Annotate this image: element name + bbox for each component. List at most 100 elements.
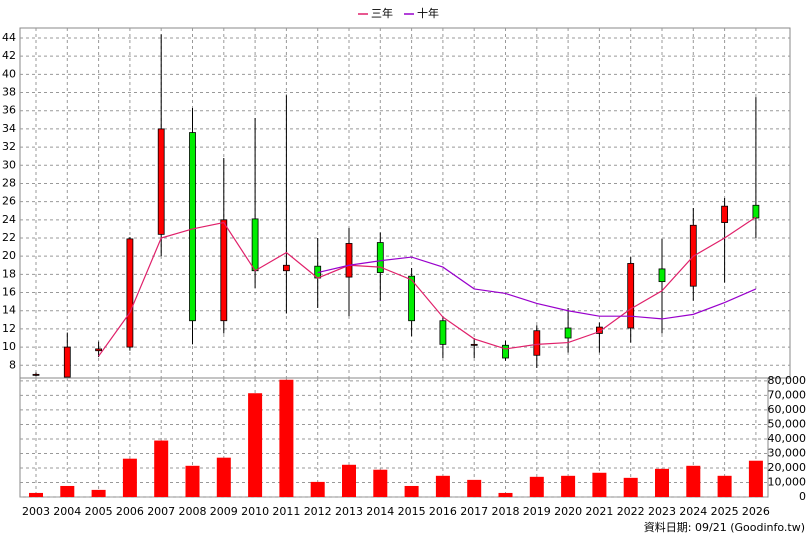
x-tick-label: 2005	[85, 505, 113, 518]
y-tick-label: 14	[2, 304, 16, 317]
candle-body	[721, 205, 728, 223]
volume-bar	[467, 479, 482, 497]
candle-body	[658, 268, 666, 283]
y-tick-label: 34	[2, 122, 16, 135]
x-tick-label: 2016	[429, 505, 457, 518]
volume-bar	[279, 379, 294, 497]
x-tick-label: 2008	[179, 505, 207, 518]
volume-bar	[686, 465, 701, 497]
candle-body	[282, 264, 290, 272]
footnote: 資料日期: 09/21 (Goodinfo.tw)	[644, 520, 805, 534]
volume-bar	[561, 475, 576, 497]
candle-body	[502, 344, 509, 359]
volume-bar	[529, 476, 544, 497]
x-tick-label: 2024	[679, 505, 707, 518]
y-tick-label: 42	[2, 49, 16, 62]
y-tick-label: 80,000	[768, 374, 807, 387]
y-tick-label: 8	[9, 358, 16, 371]
candle-body	[564, 327, 572, 339]
x-tick-label: 2017	[460, 505, 488, 518]
x-tick-label: 2020	[554, 505, 582, 518]
volume-bar	[122, 458, 137, 497]
y-tick-label: 38	[2, 86, 16, 99]
volume-bar	[498, 492, 513, 497]
x-tick-label: 2006	[116, 505, 144, 518]
candle-body	[752, 204, 760, 219]
candle-body	[126, 238, 134, 348]
y-tick-label: 32	[2, 140, 16, 153]
volume-bar	[373, 469, 388, 497]
y-tick-label: 36	[2, 104, 16, 117]
volume-bar	[748, 460, 763, 497]
volume-bar	[310, 481, 325, 497]
price-frame	[19, 27, 791, 379]
candle-body	[63, 346, 71, 378]
y-tick-label: 22	[2, 231, 16, 244]
volume-bar	[717, 475, 732, 497]
candle-body	[408, 275, 416, 322]
x-tick-label: 2013	[335, 505, 363, 518]
legend-label: 十年	[417, 6, 439, 20]
y-tick-label: 26	[2, 195, 16, 208]
y-tick-label: 10,000	[768, 475, 807, 488]
y-tick-label: 0	[799, 490, 806, 503]
x-tick-label: 2009	[210, 505, 238, 518]
candle-body	[470, 343, 478, 346]
x-tick-label: 2011	[272, 505, 300, 518]
x-tick-label: 2018	[492, 505, 520, 518]
y-tick-label: 20	[2, 249, 16, 262]
x-tick-label: 2003	[22, 505, 50, 518]
y-tick-label: 30	[2, 158, 16, 171]
volume-bar	[592, 472, 607, 497]
volume-bar	[185, 465, 200, 497]
y-tick-label: 30,000	[768, 446, 807, 459]
x-tick-label: 2004	[53, 505, 81, 518]
volume-bar	[216, 457, 231, 497]
candle-body	[627, 263, 635, 329]
candle-body	[157, 128, 165, 235]
x-tick-label: 2012	[304, 505, 332, 518]
x-tick-label: 2014	[366, 505, 394, 518]
y-tick-label: 12	[2, 322, 16, 335]
y-tick-label: 24	[2, 213, 16, 226]
candle-body	[439, 320, 447, 345]
x-tick-label: 2022	[617, 505, 645, 518]
legend-label: 三年	[371, 6, 393, 20]
x-tick-label: 2019	[523, 505, 551, 518]
candle-body	[376, 242, 384, 273]
candle-body	[189, 132, 196, 322]
x-tick-label: 2021	[585, 505, 613, 518]
volume-bar	[29, 492, 43, 497]
candle-body	[345, 243, 353, 278]
volume-bar	[154, 440, 169, 497]
y-tick-label: 18	[2, 267, 16, 280]
y-tick-label: 20,000	[768, 461, 807, 474]
volume-bar	[60, 485, 75, 497]
volume-bar	[655, 468, 669, 497]
volume-bar	[91, 489, 106, 497]
x-tick-label: 2015	[398, 505, 426, 518]
candle-body	[220, 219, 228, 322]
volume-bar	[623, 477, 638, 497]
volume-bar	[404, 485, 419, 497]
candle-body	[32, 373, 40, 376]
y-tick-label: 70,000	[768, 388, 807, 401]
volume-bar	[342, 464, 356, 497]
y-tick-label: 28	[2, 176, 16, 189]
y-tick-label: 10	[2, 340, 16, 353]
y-tick-label: 40	[2, 67, 16, 80]
x-tick-label: 2010	[241, 505, 269, 518]
x-tick-label: 2023	[648, 505, 676, 518]
candle-body	[251, 218, 259, 272]
x-tick-label: 2007	[147, 505, 175, 518]
y-tick-label: 50,000	[768, 417, 807, 430]
x-tick-label: 2026	[742, 505, 770, 518]
volume-bar	[248, 393, 263, 497]
candle-body	[596, 326, 603, 334]
y-tick-label: 44	[2, 31, 16, 44]
y-tick-label: 16	[2, 286, 16, 299]
line-series	[317, 256, 757, 320]
line-series	[98, 216, 757, 357]
candle-body	[95, 348, 102, 352]
